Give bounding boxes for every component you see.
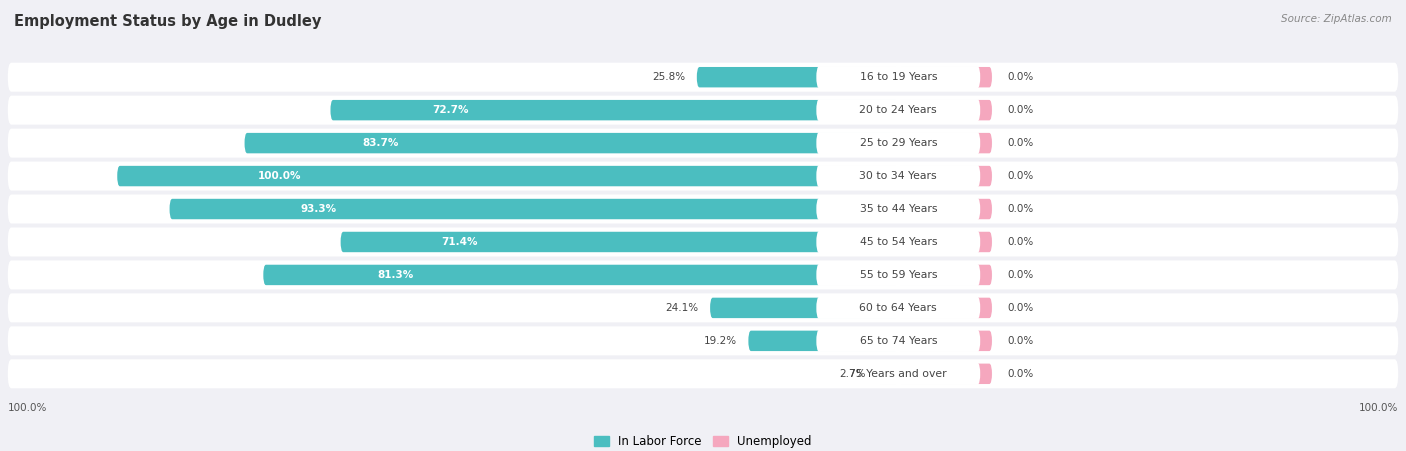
- Text: 100.0%: 100.0%: [257, 171, 301, 181]
- FancyBboxPatch shape: [898, 232, 993, 252]
- Text: 100.0%: 100.0%: [1358, 404, 1398, 414]
- Text: 0.0%: 0.0%: [1008, 204, 1033, 214]
- FancyBboxPatch shape: [8, 129, 1398, 157]
- FancyBboxPatch shape: [8, 96, 1398, 124]
- FancyBboxPatch shape: [817, 264, 980, 286]
- Text: 20 to 24 Years: 20 to 24 Years: [859, 105, 936, 115]
- Text: 25 to 29 Years: 25 to 29 Years: [859, 138, 936, 148]
- FancyBboxPatch shape: [8, 327, 1398, 355]
- Legend: In Labor Force, Unemployed: In Labor Force, Unemployed: [589, 430, 817, 451]
- Text: 71.4%: 71.4%: [441, 237, 478, 247]
- Text: 0.0%: 0.0%: [1008, 237, 1033, 247]
- FancyBboxPatch shape: [8, 194, 1398, 224]
- FancyBboxPatch shape: [8, 359, 1398, 388]
- FancyBboxPatch shape: [898, 133, 993, 153]
- FancyBboxPatch shape: [340, 232, 898, 252]
- FancyBboxPatch shape: [898, 331, 993, 351]
- FancyBboxPatch shape: [817, 132, 980, 154]
- FancyBboxPatch shape: [8, 63, 1398, 92]
- FancyBboxPatch shape: [898, 100, 993, 120]
- FancyBboxPatch shape: [263, 265, 898, 285]
- FancyBboxPatch shape: [817, 165, 980, 187]
- FancyBboxPatch shape: [748, 331, 898, 351]
- Text: 55 to 59 Years: 55 to 59 Years: [859, 270, 936, 280]
- FancyBboxPatch shape: [8, 294, 1398, 322]
- Text: 24.1%: 24.1%: [665, 303, 699, 313]
- FancyBboxPatch shape: [697, 67, 898, 87]
- FancyBboxPatch shape: [117, 166, 898, 186]
- Text: 0.0%: 0.0%: [1008, 138, 1033, 148]
- Text: 25.8%: 25.8%: [652, 72, 685, 82]
- FancyBboxPatch shape: [330, 100, 898, 120]
- Text: 30 to 34 Years: 30 to 34 Years: [859, 171, 936, 181]
- FancyBboxPatch shape: [170, 199, 898, 219]
- Text: 0.0%: 0.0%: [1008, 72, 1033, 82]
- FancyBboxPatch shape: [817, 99, 980, 121]
- Text: 83.7%: 83.7%: [363, 138, 398, 148]
- FancyBboxPatch shape: [898, 298, 993, 318]
- FancyBboxPatch shape: [8, 161, 1398, 191]
- Text: Employment Status by Age in Dudley: Employment Status by Age in Dudley: [14, 14, 322, 28]
- Text: 0.0%: 0.0%: [1008, 270, 1033, 280]
- FancyBboxPatch shape: [245, 133, 898, 153]
- FancyBboxPatch shape: [877, 364, 898, 384]
- FancyBboxPatch shape: [8, 227, 1398, 257]
- FancyBboxPatch shape: [817, 231, 980, 253]
- Text: 0.0%: 0.0%: [1008, 171, 1033, 181]
- Text: 19.2%: 19.2%: [703, 336, 737, 346]
- FancyBboxPatch shape: [898, 265, 993, 285]
- Text: 100.0%: 100.0%: [8, 404, 48, 414]
- Text: 75 Years and over: 75 Years and over: [849, 369, 948, 379]
- FancyBboxPatch shape: [817, 66, 980, 88]
- Text: 65 to 74 Years: 65 to 74 Years: [859, 336, 936, 346]
- Text: 0.0%: 0.0%: [1008, 369, 1033, 379]
- FancyBboxPatch shape: [898, 67, 993, 87]
- Text: 0.0%: 0.0%: [1008, 336, 1033, 346]
- FancyBboxPatch shape: [898, 364, 993, 384]
- FancyBboxPatch shape: [817, 297, 980, 319]
- FancyBboxPatch shape: [898, 166, 993, 186]
- Text: 60 to 64 Years: 60 to 64 Years: [859, 303, 936, 313]
- Text: 2.7%: 2.7%: [839, 369, 866, 379]
- Text: 16 to 19 Years: 16 to 19 Years: [859, 72, 936, 82]
- FancyBboxPatch shape: [898, 199, 993, 219]
- FancyBboxPatch shape: [710, 298, 898, 318]
- Text: 35 to 44 Years: 35 to 44 Years: [859, 204, 936, 214]
- Text: 0.0%: 0.0%: [1008, 105, 1033, 115]
- FancyBboxPatch shape: [817, 363, 980, 385]
- Text: Source: ZipAtlas.com: Source: ZipAtlas.com: [1281, 14, 1392, 23]
- Text: 93.3%: 93.3%: [301, 204, 337, 214]
- Text: 45 to 54 Years: 45 to 54 Years: [859, 237, 936, 247]
- Text: 81.3%: 81.3%: [378, 270, 413, 280]
- FancyBboxPatch shape: [817, 330, 980, 352]
- FancyBboxPatch shape: [817, 198, 980, 220]
- Text: 0.0%: 0.0%: [1008, 303, 1033, 313]
- Text: 72.7%: 72.7%: [433, 105, 470, 115]
- FancyBboxPatch shape: [8, 260, 1398, 290]
